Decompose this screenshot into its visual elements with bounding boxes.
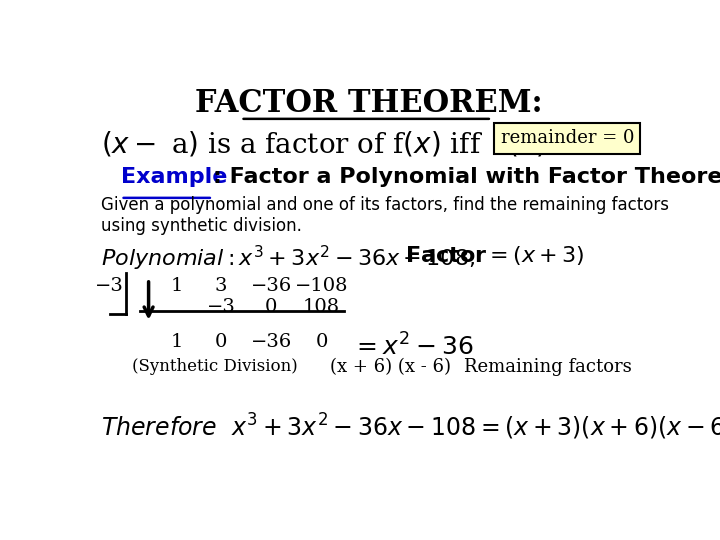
Text: (x + 6) (x - 6): (x + 6) (x - 6) (330, 358, 451, 376)
Text: $= x^2 - 36$: $= x^2 - 36$ (352, 333, 474, 360)
Text: $\mathbf{\mathit{Therefore}}\ \ x^3 + 3x^2 - 36x - 108 = (x+3)(x+6)(x-6)$: $\mathbf{\mathit{Therefore}}\ \ x^3 + 3x… (101, 412, 720, 442)
Text: using synthetic division.: using synthetic division. (101, 217, 302, 234)
Text: FACTOR THEOREM:: FACTOR THEOREM: (195, 87, 543, 119)
Text: −36: −36 (251, 333, 292, 351)
Text: Given a polynomial and one of its factors, find the remaining factors: Given a polynomial and one of its factor… (101, 196, 669, 214)
Text: : Factor a Polynomial with Factor Theorem: : Factor a Polynomial with Factor Theore… (213, 167, 720, 187)
Text: 108: 108 (303, 298, 340, 316)
Text: −108: −108 (294, 277, 348, 295)
Text: $\mathrm{\mathbf{Factor}} = (x + 3)$: $\mathrm{\mathbf{Factor}} = (x + 3)$ (405, 244, 585, 267)
Text: 0: 0 (315, 333, 328, 351)
Text: Example: Example (121, 167, 227, 187)
Text: 0: 0 (265, 298, 277, 316)
Text: remainder = 0: remainder = 0 (500, 129, 634, 147)
Text: 1: 1 (171, 277, 183, 295)
Text: 1: 1 (171, 333, 183, 351)
Text: −3: −3 (207, 298, 235, 316)
Text: (Synthetic Division): (Synthetic Division) (132, 358, 297, 375)
Text: Remaining factors: Remaining factors (464, 358, 631, 376)
Text: $\mathit{Polynomial} : x^3 + 3x^2 - 36x - 108;$: $\mathit{Polynomial} : x^3 + 3x^2 - 36x … (101, 244, 475, 273)
Text: 0: 0 (215, 333, 228, 351)
Text: $(x -$ a$)$ is a factor of f$(x)$ iff  f$(a)$ = 0: $(x -$ a$)$ is a factor of f$(x)$ iff f$… (101, 129, 605, 158)
Text: 3: 3 (215, 277, 228, 295)
Text: −3: −3 (94, 277, 124, 295)
Text: −36: −36 (251, 277, 292, 295)
